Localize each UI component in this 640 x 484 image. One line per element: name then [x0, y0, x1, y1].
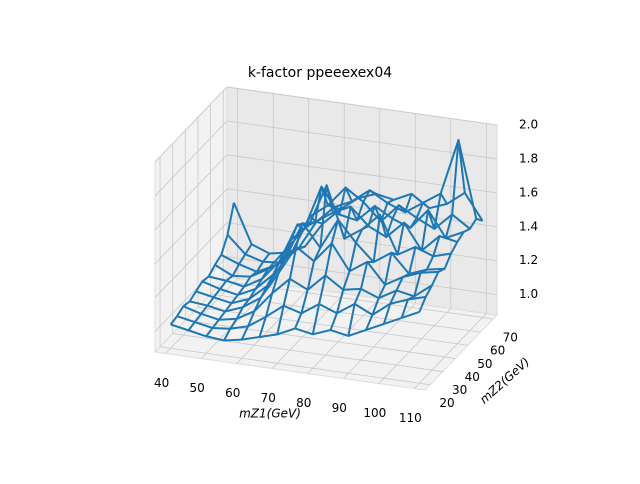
wire-column — [187, 243, 253, 331]
wire-column — [382, 192, 448, 325]
wire-column — [258, 215, 323, 338]
grid-line — [378, 308, 452, 384]
wire-column — [329, 198, 395, 331]
x-tick-label: 110 — [399, 411, 422, 425]
chart-title: k-factor ppeeexex04 — [248, 65, 392, 81]
z-tick-label: 1.6 — [519, 185, 538, 199]
grid-line — [271, 293, 345, 369]
x-tick-label: 90 — [332, 401, 347, 415]
y-tick-label: 30 — [452, 383, 467, 397]
grid-line — [226, 86, 498, 126]
wire-column — [365, 201, 430, 331]
z-tick-label: 2.0 — [519, 118, 538, 132]
grid-line — [414, 313, 487, 389]
grid-line — [154, 86, 228, 163]
z-tick-label: 1.8 — [519, 151, 538, 165]
grid-line — [226, 154, 498, 194]
y-tick-label: 70 — [503, 330, 518, 344]
z-tick-label: 1.0 — [519, 287, 538, 301]
wire-column — [169, 202, 235, 326]
grid-line — [236, 288, 309, 364]
grid-line — [226, 120, 498, 160]
x-tick-label: 40 — [154, 376, 169, 390]
y-tick-label: 60 — [490, 344, 505, 358]
grid-line — [154, 256, 228, 332]
y-tick-label: 40 — [465, 370, 480, 384]
grid-line — [159, 346, 431, 386]
wire-column — [205, 252, 271, 337]
x-tick-label: 80 — [296, 396, 311, 410]
grid-line — [154, 154, 228, 231]
wire-column — [400, 139, 466, 319]
y-tick-label: 50 — [477, 357, 492, 371]
wire-column — [276, 185, 341, 335]
wire-column — [223, 252, 289, 341]
wire-column — [347, 193, 413, 337]
grid-line — [185, 320, 456, 359]
grid-line — [226, 222, 498, 262]
wire-column — [294, 184, 359, 329]
x-tick-label: 70 — [261, 391, 276, 405]
x-axis-label: mZ1(GeV) — [239, 407, 301, 421]
x-tick-label: 60 — [225, 386, 240, 400]
x-tick-label: 100 — [363, 406, 386, 420]
wire-column — [418, 217, 483, 313]
y-tick-label: 20 — [439, 396, 454, 410]
wire-column — [311, 189, 377, 335]
grid-line — [154, 188, 228, 265]
z-tick-label: 1.4 — [519, 219, 538, 233]
x-tick-label: 50 — [190, 381, 205, 395]
wire-column — [240, 245, 306, 341]
z-tick-label: 1.2 — [519, 253, 538, 267]
grid-line — [154, 120, 228, 197]
grid-line — [154, 222, 228, 298]
